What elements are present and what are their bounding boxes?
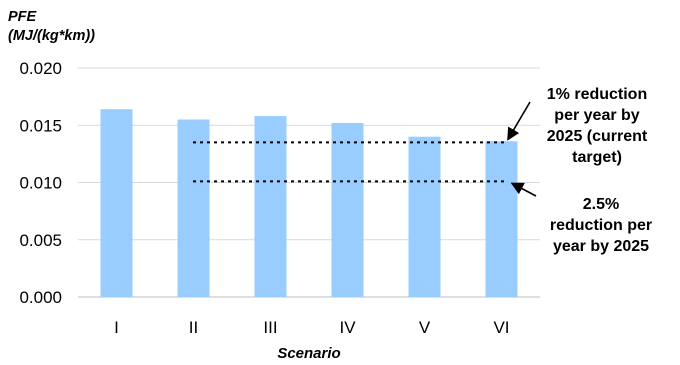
annotation-1pct-line: 2025 (current xyxy=(546,128,648,145)
y-tick-label: 0.015 xyxy=(19,116,62,135)
annotation-2-5pct-line: 2.5% xyxy=(582,196,620,213)
annotation-2-5pct-line: reduction per xyxy=(549,217,653,234)
bar xyxy=(254,116,287,297)
arrow-2-5pct xyxy=(510,182,537,197)
annotation-1pct-line: 1% reduction xyxy=(546,86,648,103)
y-tick-label: 0.010 xyxy=(19,174,62,193)
bar xyxy=(177,119,210,298)
x-tick-label: II xyxy=(189,318,198,337)
bar xyxy=(408,136,441,297)
annotation-1pct-line: per year by xyxy=(554,107,640,124)
arrow-1pct xyxy=(507,101,531,141)
bar xyxy=(485,141,518,297)
y-axis-title-line2: (MJ/(kg*km)) xyxy=(8,28,96,44)
x-axis-title: Scenario xyxy=(277,345,340,362)
annotation-1pct-line: target) xyxy=(572,149,622,166)
x-tick-label: VI xyxy=(493,318,509,337)
annotation-1pct: 1% reduction per year by 2025 (current t… xyxy=(526,84,668,168)
bar xyxy=(331,122,364,298)
x-tick-label: V xyxy=(419,318,431,337)
x-tick-label: III xyxy=(263,318,277,337)
x-tick-label: IV xyxy=(339,318,356,337)
annotation-2-5pct: 2.5% reduction per year by 2025 xyxy=(530,194,672,257)
annotation-2-5pct-line: year by 2025 xyxy=(552,238,650,255)
bar xyxy=(100,109,133,297)
x-tick-label: I xyxy=(114,318,119,337)
y-tick-label: 0.020 xyxy=(19,59,62,78)
y-tick-label: 0.000 xyxy=(19,288,62,307)
y-axis-title-line1: PFE xyxy=(8,9,37,25)
y-tick-label: 0.005 xyxy=(19,231,62,250)
